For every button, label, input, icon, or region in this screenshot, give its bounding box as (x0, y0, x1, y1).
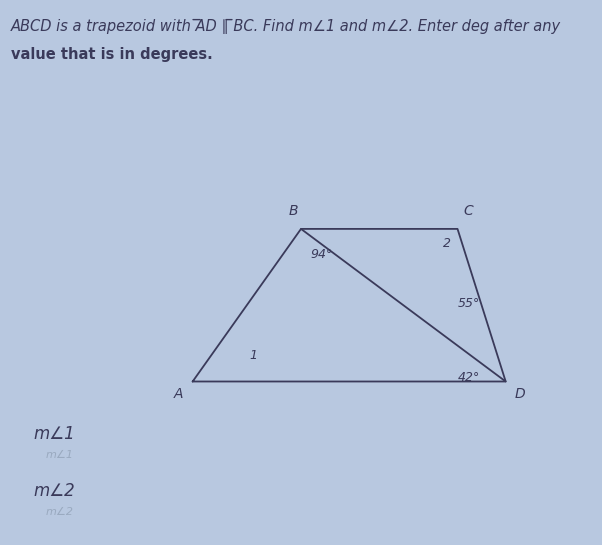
Text: 2: 2 (442, 237, 450, 250)
Text: m∠2: m∠2 (33, 482, 75, 500)
Text: m∠2: m∠2 (45, 507, 73, 517)
Text: A: A (174, 387, 184, 401)
Text: m∠1: m∠1 (33, 425, 75, 443)
Text: m∠1: m∠1 (45, 450, 73, 459)
Text: B: B (288, 204, 298, 218)
Text: 42°: 42° (458, 371, 480, 384)
Text: 1: 1 (250, 349, 258, 362)
Text: C: C (464, 204, 473, 218)
Text: value that is in degrees.: value that is in degrees. (11, 47, 213, 63)
Text: 55°: 55° (458, 297, 480, 310)
Text: ABCD is a trapezoid with AD ∥ BC. Find m∠1 and m∠2. Enter deg after any: ABCD is a trapezoid with AD ∥ BC. Find m… (11, 19, 561, 34)
Text: 94°: 94° (310, 248, 332, 261)
Text: D: D (515, 387, 526, 401)
